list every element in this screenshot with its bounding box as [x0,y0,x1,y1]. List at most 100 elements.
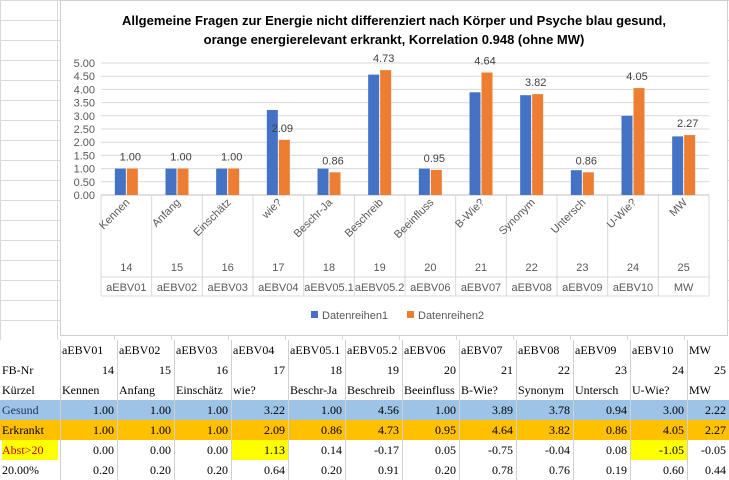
table-cell[interactable]: 0.20 [93,463,114,477]
table-cell[interactable]: 25 [714,363,726,377]
table-cell[interactable]: 0.64 [264,463,285,477]
table-cell[interactable]: 1.00 [93,423,114,437]
table-cell[interactable]: Anfang [119,383,155,397]
cell-border [459,440,460,460]
table-cell[interactable]: 0.00 [150,443,171,457]
bar-series1 [266,109,278,195]
table-cell[interactable]: 0.19 [606,463,627,477]
cell-border [630,460,631,480]
table-cell[interactable]: 0.00 [207,443,228,457]
table-cell[interactable]: 22 [558,363,570,377]
table-cell[interactable]: Beeinfluss [404,383,455,397]
table-cell[interactable]: 3.00 [663,403,684,417]
table-cell[interactable]: 0.44 [705,463,726,477]
bar-series2 [380,70,392,195]
table-cell[interactable]: 2.27 [705,423,726,437]
table-cell[interactable]: 3.78 [549,403,570,417]
table-cell[interactable]: aEBV05.2 [347,343,398,357]
table-cell[interactable]: Synonym [518,383,565,397]
table-cell[interactable]: 4.73 [378,423,399,437]
chart-area[interactable]: Allgemeine Fragen zur Energie nicht diff… [60,0,728,336]
table-row: aEBV01 aEBV02 aEBV03 aEBV04 aEBV05.1 aEBV05.2… [0,340,729,360]
cell-border [630,420,631,440]
table-cell[interactable]: 0.20 [435,463,456,477]
table-cell[interactable]: U-Wie? [632,383,670,397]
table-cell[interactable]: aEBV06 [404,343,446,357]
table-cell[interactable]: 0.05 [435,443,456,457]
table-cell[interactable]: -0.75 [488,443,513,457]
table-cell[interactable]: 3.82 [549,423,570,437]
table-cell[interactable]: 21 [501,363,513,377]
table-cell[interactable]: 23 [615,363,627,377]
table-cell[interactable]: 1.00 [207,403,228,417]
table-cell[interactable]: aEBV05.1 [290,343,341,357]
bar-series1 [216,168,228,195]
data-label: 4.64 [474,56,495,68]
table-cell[interactable]: -0.04 [545,443,570,457]
table-cell[interactable]: 0.86 [606,423,627,437]
table-cell[interactable]: 1.00 [435,403,456,417]
table-cell[interactable]: 1.00 [321,403,342,417]
table-cell[interactable]: Beschr-Ja [290,383,338,397]
table-cell[interactable]: 20 [444,363,456,377]
cell-border [117,400,118,420]
table-cell[interactable]: aEBV02 [119,343,161,357]
cell-border [117,460,118,480]
table-cell[interactable]: MW [689,383,711,397]
table-cell[interactable]: Beschreib [347,383,395,397]
cell-border [402,360,403,380]
table-cell[interactable]: 0.00 [93,443,114,457]
table-cell[interactable]: 2.22 [705,403,726,417]
table-cell[interactable]: B-Wie? [461,383,498,397]
table-cell[interactable]: -0.05 [701,443,726,457]
table-cell[interactable]: 0.94 [606,403,627,417]
table-cell[interactable]: 0.95 [435,423,456,437]
table-cell[interactable]: aEBV07 [461,343,503,357]
table-cell[interactable]: 1.13 [231,440,288,460]
table-row: Kürzel Kennen Anfang Einschätz wie? Beschr-Ja… [0,380,729,400]
table-cell[interactable]: Untersch [575,383,619,397]
table-cell[interactable]: 3.89 [492,403,513,417]
table-cell[interactable]: 14 [102,363,114,377]
x-category-number: 17 [272,262,284,274]
table-cell[interactable]: aEBV10 [632,343,674,357]
table-cell[interactable]: 0.20 [321,463,342,477]
table-cell[interactable]: aEBV01 [62,343,104,357]
table-cell[interactable]: 0.08 [606,443,627,457]
table-cell[interactable]: 1.00 [150,423,171,437]
table-cell[interactable]: aEBV04 [233,343,275,357]
table-cell[interactable]: 0.91 [378,463,399,477]
table-cell[interactable]: 1.00 [207,423,228,437]
table-cell[interactable]: 0.86 [321,423,342,437]
table-cell[interactable]: -1.05 [630,440,687,460]
table-cell[interactable]: -0.17 [374,443,399,457]
cell-border [402,440,403,460]
table-cell[interactable]: 1.00 [93,403,114,417]
table-cell[interactable]: 3.22 [264,403,285,417]
table-cell[interactable]: 15 [159,363,171,377]
table-cell[interactable]: 0.60 [663,463,684,477]
table-cell[interactable]: 0.20 [150,463,171,477]
table-cell[interactable]: 24 [672,363,684,377]
table-cell[interactable]: 0.76 [549,463,570,477]
table-cell[interactable]: 17 [273,363,285,377]
table-cell[interactable]: 4.64 [492,423,513,437]
table-cell[interactable]: 4.05 [663,423,684,437]
table-cell[interactable]: 0.14 [321,443,342,457]
table-cell[interactable]: aEBV03 [176,343,218,357]
table-cell[interactable]: 16 [216,363,228,377]
table-cell[interactable]: aEBV09 [575,343,617,357]
table-cell[interactable]: 1.00 [150,403,171,417]
table-cell[interactable]: 18 [330,363,342,377]
table-cell[interactable]: aEBV08 [518,343,560,357]
table-cell[interactable]: wie? [233,383,256,397]
cell-border [288,360,289,380]
table-cell[interactable]: MW [689,343,711,357]
table-cell[interactable]: 0.20 [207,463,228,477]
table-cell[interactable]: 2.09 [264,423,285,437]
table-cell[interactable]: 19 [387,363,399,377]
table-cell[interactable]: 0.78 [492,463,513,477]
table-cell[interactable]: 4.56 [378,403,399,417]
table-cell[interactable]: Einschätz [176,383,223,397]
table-cell[interactable]: Kennen [62,383,100,397]
